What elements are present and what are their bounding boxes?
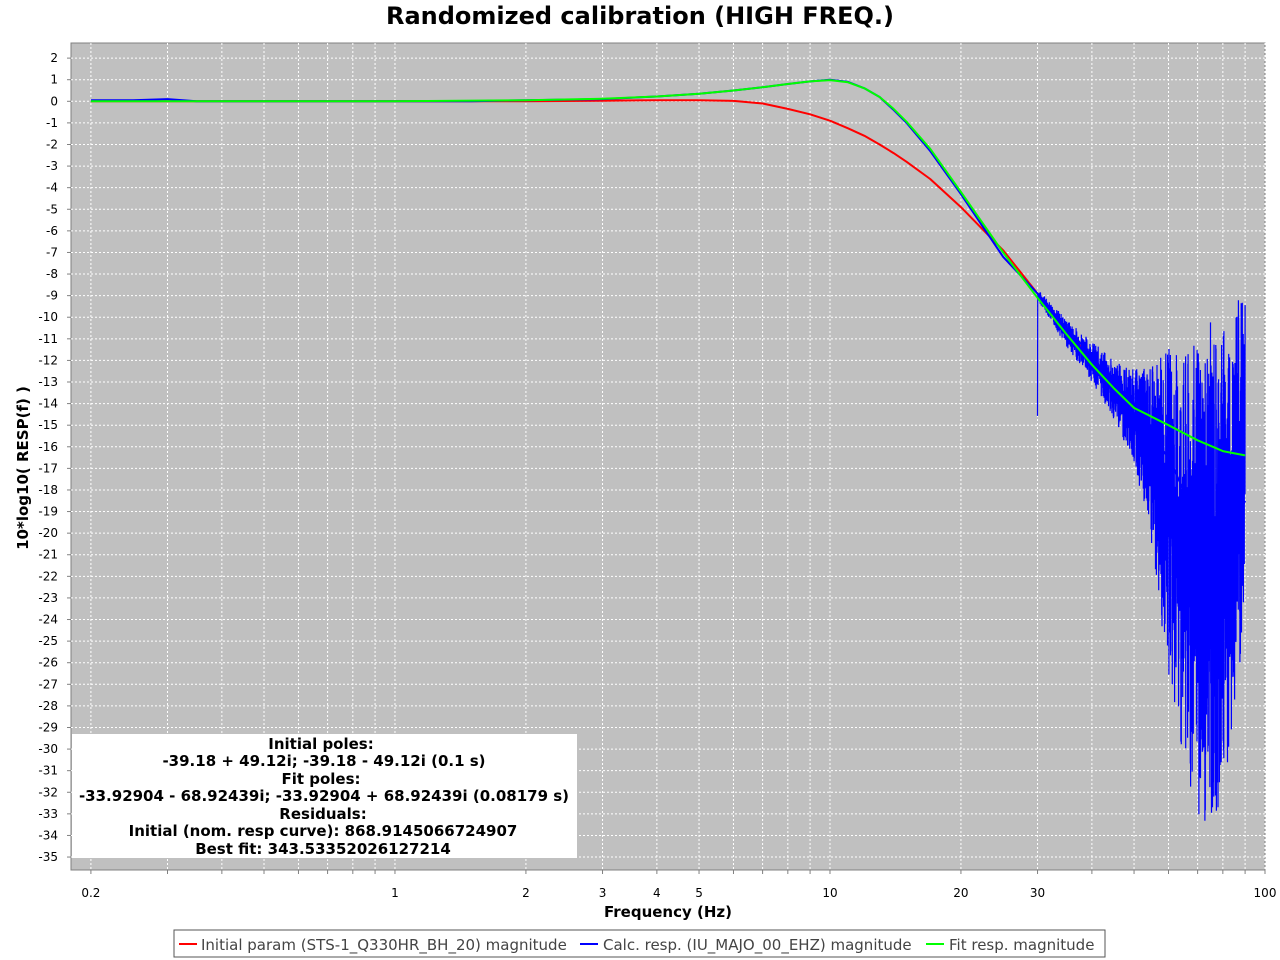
- y-tick-label: -31: [38, 764, 58, 778]
- y-tick-label: -20: [38, 526, 58, 540]
- y-tick-label: -32: [38, 785, 58, 799]
- x-tick-label: 0.2: [81, 886, 100, 900]
- x-tick-label: 3: [599, 886, 607, 900]
- annotation-line-2: -39.18 + 49.12i; -39.18 - 49.12i (0.1 s): [162, 752, 485, 770]
- x-tick-label: 20: [953, 886, 968, 900]
- y-tick-label: -2: [46, 137, 58, 151]
- y-tick-label: -4: [46, 181, 58, 195]
- y-tick-label: -19: [38, 505, 58, 519]
- y-tick-label: -3: [46, 159, 58, 173]
- y-tick-label: -21: [38, 548, 58, 562]
- series-group: [90, 78, 1246, 821]
- legend-label-fit: Fit resp. magnitude: [949, 936, 1094, 954]
- y-tick-label: -11: [38, 332, 58, 346]
- annotation-line-7: Best fit: 343.53352026127214: [195, 840, 451, 858]
- series-noise-band: [1036, 292, 1246, 821]
- y-tick-label: 2: [50, 51, 58, 65]
- legend-box: [173, 929, 1106, 958]
- x-tick-label: 10: [822, 886, 837, 900]
- x-tick-label: 1: [391, 886, 399, 900]
- plot-area: [70, 42, 1266, 871]
- y-tick-label: -7: [46, 245, 58, 259]
- y-axis-label: 10*log10( RESP(f) ): [14, 386, 32, 550]
- y-tick-label: -9: [46, 289, 58, 303]
- y-tick-label: -27: [38, 677, 58, 691]
- annotation-line-3: Fit poles:: [281, 770, 360, 788]
- y-tick-label: -29: [38, 720, 58, 734]
- y-axis-ticks: 2 1 0 -1 -2 -3 -4 -5 -6 -7 -8 -9 -10 -11 -12 -13 -14 -15 -…: [38, 51, 71, 864]
- y-tick-label: -28: [38, 699, 58, 713]
- y-tick-label: 0: [50, 94, 58, 108]
- x-tick-label: 100: [1254, 886, 1277, 900]
- y-tick-label: -5: [46, 202, 58, 216]
- x-tick-label: 4: [653, 886, 661, 900]
- series-2: [90, 79, 1246, 457]
- x-axis-ticks: 0.2 1 2 3 4 5 10 20 30 100: [81, 870, 1276, 900]
- annotation-box: Initial poles: -39.18 + 49.12i; -39.18 -…: [72, 734, 577, 858]
- annotation-line-5: Residuals:: [279, 805, 366, 823]
- y-tick-label: -23: [38, 591, 58, 605]
- x-axis-label: Frequency (Hz): [604, 903, 732, 921]
- y-tick-label: -15: [38, 418, 58, 432]
- annotation-background: [72, 734, 577, 858]
- grid: [71, 43, 1266, 870]
- y-tick-label: -8: [46, 267, 58, 281]
- y-tick-label: -18: [38, 483, 58, 497]
- y-tick-label: -22: [38, 569, 58, 583]
- legend-label-calc: Calc. resp. (IU_MAJO_00_EHZ) magnitude: [603, 936, 912, 955]
- annotation-line-1: Initial poles:: [268, 735, 373, 753]
- y-tick-label: -24: [38, 613, 58, 627]
- y-tick-label: -17: [38, 461, 58, 475]
- y-tick-label: -6: [46, 224, 58, 238]
- x-tick-label: 2: [522, 886, 530, 900]
- y-tick-label: -33: [38, 807, 58, 821]
- y-tick-label: -10: [38, 310, 58, 324]
- y-tick-label: 1: [50, 73, 58, 87]
- legend-label-initial: Initial param (STS-1_Q330HR_BH_20) magni…: [201, 936, 567, 955]
- y-tick-label: -30: [38, 742, 58, 756]
- y-tick-label: -1: [46, 116, 58, 130]
- y-tick-label: -16: [38, 440, 58, 454]
- y-tick-label: -14: [38, 397, 58, 411]
- legend: Initial param (STS-1_Q330HR_BH_20) magni…: [173, 929, 1106, 958]
- x-tick-label: 5: [695, 886, 703, 900]
- series-line: [90, 79, 1246, 457]
- annotation-line-6: Initial (nom. resp curve): 868.914506672…: [129, 822, 518, 840]
- y-tick-label: -34: [38, 828, 58, 842]
- y-tick-label: -35: [38, 850, 58, 864]
- y-tick-label: -12: [38, 353, 58, 367]
- y-tick-label: -13: [38, 375, 58, 389]
- y-tick-label: -25: [38, 634, 58, 648]
- annotation-line-4: -33.92904 - 68.92439i; -33.92904 + 68.92…: [79, 787, 569, 805]
- y-tick-label: -26: [38, 656, 58, 670]
- x-tick-label: 30: [1030, 886, 1045, 900]
- chart-title: Randomized calibration (HIGH FREQ.): [386, 2, 894, 30]
